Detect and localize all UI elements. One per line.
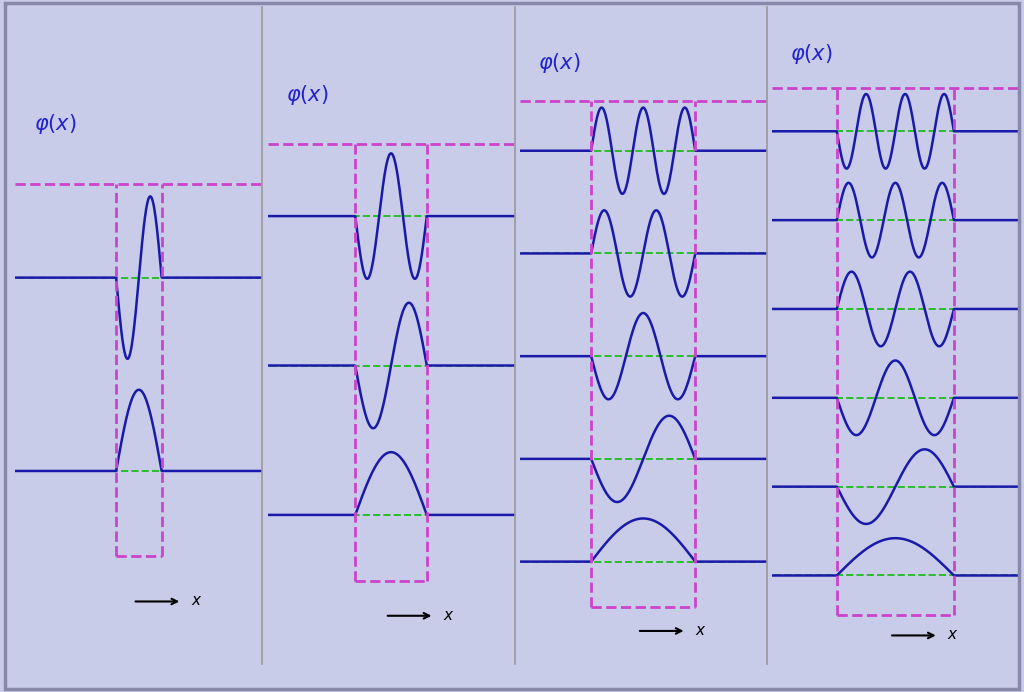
Text: $\varphi(x)$: $\varphi(x)$ <box>34 112 77 136</box>
Text: $x$: $x$ <box>190 594 203 608</box>
Text: $x$: $x$ <box>443 609 455 623</box>
Text: $\varphi(x)$: $\varphi(x)$ <box>791 42 833 66</box>
Text: $x$: $x$ <box>695 624 707 638</box>
Text: $\varphi(x)$: $\varphi(x)$ <box>539 51 581 75</box>
Text: $x$: $x$ <box>947 628 958 642</box>
Text: $\varphi(x)$: $\varphi(x)$ <box>286 82 329 107</box>
